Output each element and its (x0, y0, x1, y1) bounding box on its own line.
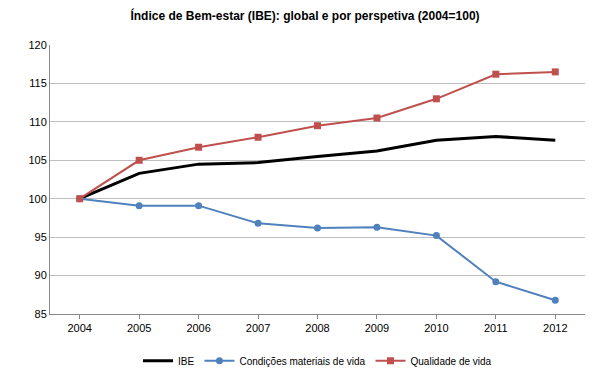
svg-text:2005: 2005 (127, 322, 151, 334)
svg-text:Qualidade de vida: Qualidade de vida (411, 356, 492, 367)
svg-text:95: 95 (35, 231, 47, 243)
svg-text:2009: 2009 (365, 322, 389, 334)
svg-text:90: 90 (35, 269, 47, 281)
svg-text:105: 105 (28, 154, 46, 166)
svg-text:100: 100 (28, 193, 46, 205)
svg-text:2011: 2011 (484, 322, 508, 334)
svg-text:115: 115 (29, 77, 47, 89)
svg-text:Condições materiais de vida: Condições materiais de vida (239, 356, 365, 367)
svg-text:Índice de Bem-estar (IBE): glo: Índice de Bem-estar (IBE): global e por … (130, 8, 479, 23)
svg-text:IBE: IBE (178, 356, 194, 367)
svg-text:2007: 2007 (246, 322, 270, 334)
svg-text:2008: 2008 (305, 322, 329, 334)
svg-text:85: 85 (35, 308, 47, 320)
svg-text:120: 120 (28, 39, 46, 51)
svg-text:110: 110 (29, 116, 47, 128)
svg-text:2012: 2012 (543, 322, 567, 334)
svg-text:2010: 2010 (424, 322, 448, 334)
svg-text:2006: 2006 (186, 322, 210, 334)
svg-text:2004: 2004 (67, 322, 91, 334)
